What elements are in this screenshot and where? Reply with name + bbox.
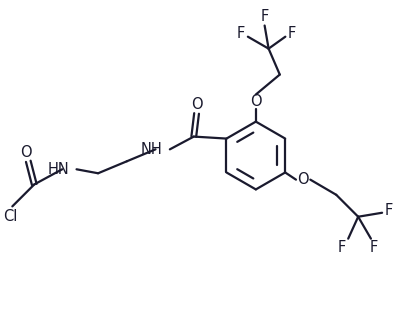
Text: F: F <box>385 203 393 218</box>
Text: O: O <box>20 145 32 160</box>
Text: Cl: Cl <box>3 209 18 224</box>
Text: F: F <box>260 9 269 24</box>
Text: NH: NH <box>141 142 163 157</box>
Text: O: O <box>191 97 202 112</box>
Text: O: O <box>297 172 309 187</box>
Text: O: O <box>250 94 262 109</box>
Text: F: F <box>337 240 346 255</box>
Text: F: F <box>237 26 245 41</box>
Text: HN: HN <box>48 162 69 177</box>
Text: F: F <box>288 26 296 41</box>
Text: F: F <box>370 240 378 255</box>
